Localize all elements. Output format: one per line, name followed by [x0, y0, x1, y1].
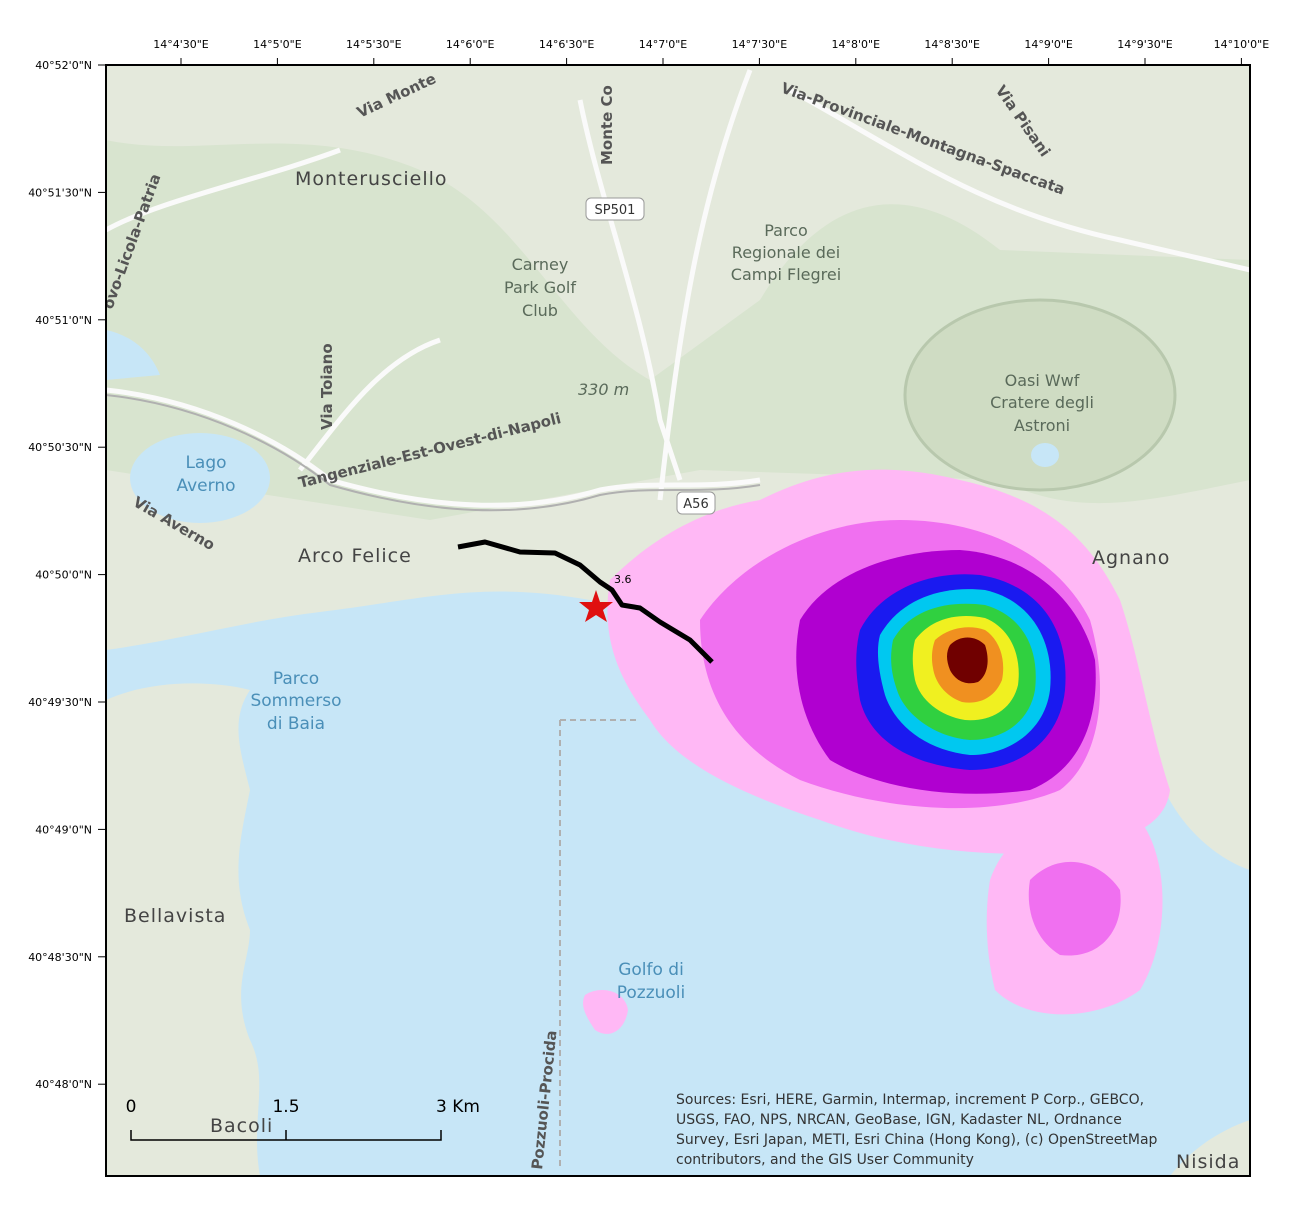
lake: [130, 433, 270, 523]
heat-mid: [1028, 861, 1121, 956]
longitude-tick-label: 14°9'0"E: [1024, 38, 1073, 51]
place-label: Parco: [273, 669, 319, 689]
place-label: Carney: [512, 255, 569, 274]
latitude-tick-label: 40°49'0"N: [35, 823, 92, 836]
latitude-tick-label: 40°51'30"N: [28, 186, 92, 199]
scale-label: 3 Km: [436, 1097, 480, 1117]
place-label: Lago: [185, 453, 226, 473]
place-label: Monterusciello: [295, 168, 448, 190]
place-label: Agnano: [1092, 547, 1170, 569]
elevation-label: 330 m: [578, 380, 629, 399]
longitude-tick-label: 14°7'0"E: [639, 38, 688, 51]
crater: [903, 298, 1177, 492]
attribution-line: USGS, FAO, NPS, NRCAN, GeoBase, IGN, Kad…: [676, 1112, 1122, 1128]
attribution: Sources: Esri, HERE, Garmin, Intermap, i…: [676, 1092, 1158, 1168]
latitude-tick-label: 40°48'30"N: [28, 951, 92, 964]
road-casing: [106, 394, 761, 1170]
place-label: Pozzuoli: [617, 983, 686, 1003]
place-label: Parco: [764, 221, 808, 240]
place-label: Park Golf: [504, 278, 576, 297]
latitude-tick-label: 40°50'30"N: [28, 441, 92, 454]
scale-bar: 0 1.5 3 Km: [126, 1097, 480, 1141]
place-label: Nisida: [1176, 1151, 1240, 1173]
place-label: Cratere degli: [990, 393, 1094, 412]
longitude-tick-label: 14°5'0"E: [253, 38, 302, 51]
heatmap: [583, 469, 1170, 1034]
longitude-tick-label: 14°6'0"E: [446, 38, 495, 51]
heat-max: [947, 637, 988, 684]
latitude-tick-label: 40°48'0"N: [35, 1078, 92, 1091]
basemap: 3.6 Monterusciello Carney Park Golf Club…: [106, 65, 1250, 1176]
longitude-tick-label: 14°6'30"E: [539, 38, 595, 51]
map-frame: [105, 64, 1251, 1177]
road-label: SP501: [595, 203, 636, 218]
crater-lake: [1031, 443, 1059, 467]
place-label: Bacoli: [210, 1115, 273, 1137]
latitude-tick-label: 40°51'0"N: [35, 314, 92, 327]
place-label: Sommerso: [250, 691, 341, 711]
annotation: 3.6: [614, 573, 632, 586]
road-shield: [585, 197, 645, 221]
longitude-tick-label: 14°8'0"E: [832, 38, 881, 51]
attribution-line: contributors, and the GIS User Community: [676, 1152, 974, 1168]
attribution-line: Sources: Esri, HERE, Garmin, Intermap, i…: [676, 1092, 1144, 1108]
longitude-tick-label: 14°7'30"E: [732, 38, 788, 51]
longitude-tick-label: 14°5'30"E: [346, 38, 402, 51]
longitude-tick-label: 14°9'30"E: [1117, 38, 1173, 51]
place-label: Golfo di: [618, 960, 684, 980]
latitude-tick-label: 40°52'0"N: [35, 59, 92, 72]
place-label: Regionale dei: [732, 243, 840, 262]
place-label: Bellavista: [124, 905, 226, 927]
fault-trace: [457, 539, 714, 664]
lake: [106, 330, 160, 380]
scale-label: 0: [126, 1097, 137, 1117]
epicenter-star: [579, 590, 613, 622]
place-label: Oasi Wwf: [1005, 371, 1080, 390]
attribution-line: Survey, Esri Japan, METI, Esri China (Ho…: [676, 1132, 1158, 1148]
place-label: Campi Flegrei: [731, 265, 841, 284]
place-label: Arco Felice: [298, 545, 412, 567]
place-label: Club: [522, 301, 558, 320]
road-label: Via Toiano: [318, 343, 336, 430]
longitude-tick-label: 14°10'0"E: [1214, 38, 1270, 51]
sea: [106, 591, 1250, 1176]
heat-low: [583, 990, 628, 1034]
longitude-tick-label: 14°8'30"E: [924, 38, 980, 51]
place-label: Averno: [176, 476, 235, 496]
place-label: di Baia: [267, 714, 325, 734]
scale-label: 1.5: [272, 1097, 299, 1117]
latitude-tick-label: 40°50'0"N: [35, 569, 92, 582]
road-shield: [676, 491, 716, 515]
place-label: Astroni: [1014, 416, 1070, 435]
latitude-tick-label: 40°49'30"N: [28, 696, 92, 709]
road-label: Monte Co: [598, 85, 616, 165]
road-label: A56: [683, 497, 708, 512]
roads: [106, 69, 1250, 508]
longitude-tick-label: 14°4'30"E: [153, 38, 209, 51]
